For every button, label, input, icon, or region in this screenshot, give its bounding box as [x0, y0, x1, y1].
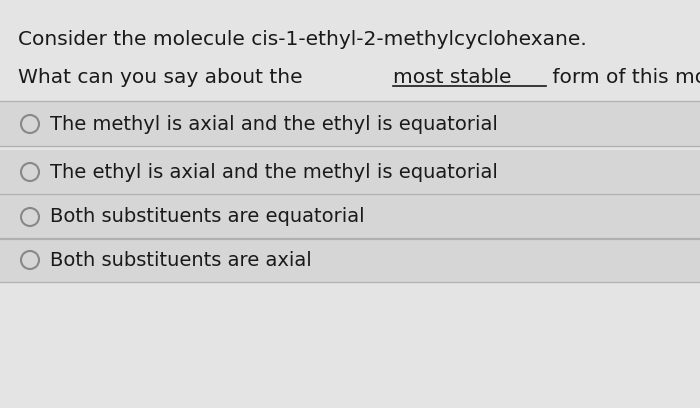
- Bar: [0, 102, 700, 146]
- Text: most stable: most stable: [393, 68, 512, 87]
- Bar: [0, 195, 700, 239]
- Text: Both substituents are equatorial: Both substituents are equatorial: [50, 208, 365, 226]
- Bar: [0, 150, 700, 194]
- Text: Both substituents are axial: Both substituents are axial: [50, 251, 312, 270]
- Text: The ethyl is axial and the methyl is equatorial: The ethyl is axial and the methyl is equ…: [50, 162, 498, 182]
- Text: What can you say about the: What can you say about the: [18, 68, 309, 87]
- Text: The methyl is axial and the ethyl is equatorial: The methyl is axial and the ethyl is equ…: [50, 115, 498, 133]
- Text: form of this molecule?: form of this molecule?: [547, 68, 700, 87]
- Text: Consider the molecule cis-1-ethyl-2-methylcyclohexane.: Consider the molecule cis-1-ethyl-2-meth…: [18, 30, 587, 49]
- Bar: [0, 238, 700, 282]
